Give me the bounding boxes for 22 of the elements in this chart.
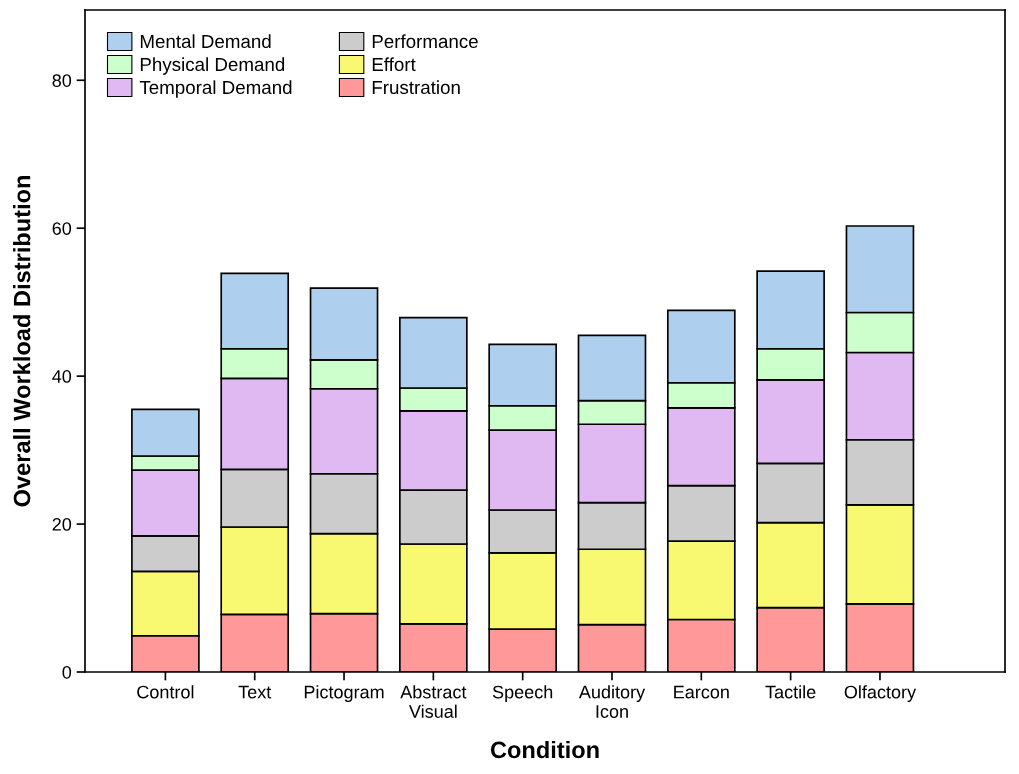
legend-label: Mental Demand bbox=[140, 34, 271, 49]
x-tick-label: Auditory Icon bbox=[578, 685, 646, 718]
y-tick-label: 40 bbox=[52, 370, 72, 383]
x-tick-label: Abstract Visual bbox=[400, 685, 467, 718]
x-tick-label: Control bbox=[137, 685, 194, 699]
legend-label: Temporal Demand bbox=[139, 80, 292, 98]
y-axis-title: Overall Workload Distribution bbox=[13, 176, 31, 507]
x-tick-label: Olfactory bbox=[844, 685, 917, 703]
x-tick-label: Text bbox=[238, 685, 272, 699]
x-tick-label: Tactile bbox=[765, 685, 816, 699]
y-tick-label: 80 bbox=[52, 74, 72, 87]
y-tick-label: 20 bbox=[52, 518, 72, 531]
legend-label: Frustration bbox=[372, 80, 460, 95]
legend-label: Physical Demand bbox=[140, 57, 285, 75]
x-axis-title: Condition bbox=[490, 740, 599, 759]
x-tick-label: Pictogram bbox=[304, 685, 384, 703]
x-tick-label: Speech bbox=[492, 685, 553, 703]
x-tick-label: Earcon bbox=[674, 685, 729, 699]
legend-label: Performance bbox=[372, 34, 478, 49]
y-tick-label: 60 bbox=[52, 222, 72, 235]
legend-label: Effort bbox=[372, 57, 416, 72]
y-tick-label: 0 bbox=[62, 665, 72, 679]
